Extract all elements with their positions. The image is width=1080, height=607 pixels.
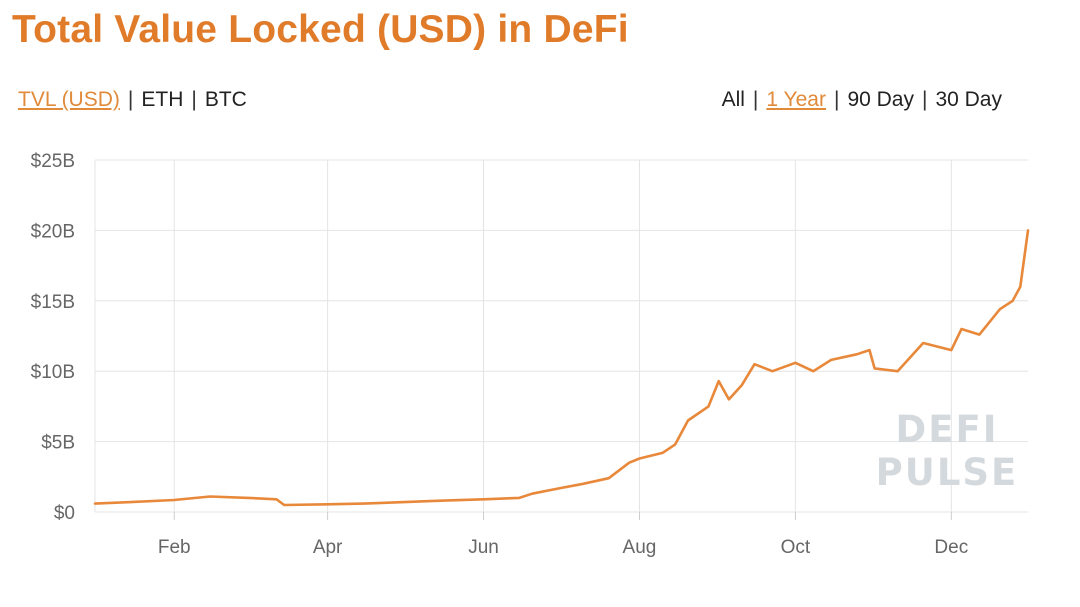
y-tick-label: $15B <box>31 292 75 313</box>
toggle-separator: | <box>127 88 134 111</box>
range-option-90-day[interactable]: 90 Day <box>847 88 914 111</box>
tvl-series-line <box>93 229 1030 507</box>
x-tick-label: Dec <box>934 537 968 558</box>
y-tick-label: $10B <box>31 362 75 383</box>
range-option-1-year[interactable]: 1 Year <box>766 88 826 111</box>
range-toggle: All | 1 Year | 90 Day | 30 Day <box>722 88 1002 112</box>
chart-grid <box>94 159 1028 520</box>
range-option-30-day[interactable]: 30 Day <box>935 88 1002 111</box>
metric-option-eth[interactable]: ETH <box>141 88 184 111</box>
toggle-separator: | <box>191 88 197 111</box>
toggle-separator: | <box>921 88 928 111</box>
metric-option-tvl-usd[interactable]: TVL (USD) <box>18 88 120 111</box>
x-tick-label: Jun <box>468 537 499 558</box>
x-axis-ticks: Feb Apr Jun Aug Oct Dec <box>158 537 968 558</box>
toggle-separator: | <box>752 88 759 111</box>
chart-title: Total Value Locked (USD) in DeFi <box>12 8 629 51</box>
y-tick-label: $0 <box>54 503 75 524</box>
y-tick-label: $20B <box>31 221 75 242</box>
x-tick-label: Feb <box>158 537 191 558</box>
watermark-line2: PULSE <box>876 451 1019 494</box>
y-axis-ticks: $0 $5B $10B $15B $20B $25B <box>31 151 75 524</box>
toggle-separator: | <box>833 88 840 111</box>
defi-pulse-watermark: DEFI PULSE <box>876 408 1019 494</box>
x-tick-label: Oct <box>781 537 811 558</box>
x-tick-label: Aug <box>623 537 657 558</box>
x-tick-label: Apr <box>313 537 343 558</box>
watermark-line1: DEFI <box>895 408 998 451</box>
metric-option-btc[interactable]: BTC <box>204 88 247 111</box>
y-tick-label: $5B <box>41 433 75 454</box>
range-option-all[interactable]: All <box>721 88 745 111</box>
metric-toggle: TVL (USD) | ETH | BTC <box>18 88 247 112</box>
y-tick-label: $25B <box>31 151 75 172</box>
